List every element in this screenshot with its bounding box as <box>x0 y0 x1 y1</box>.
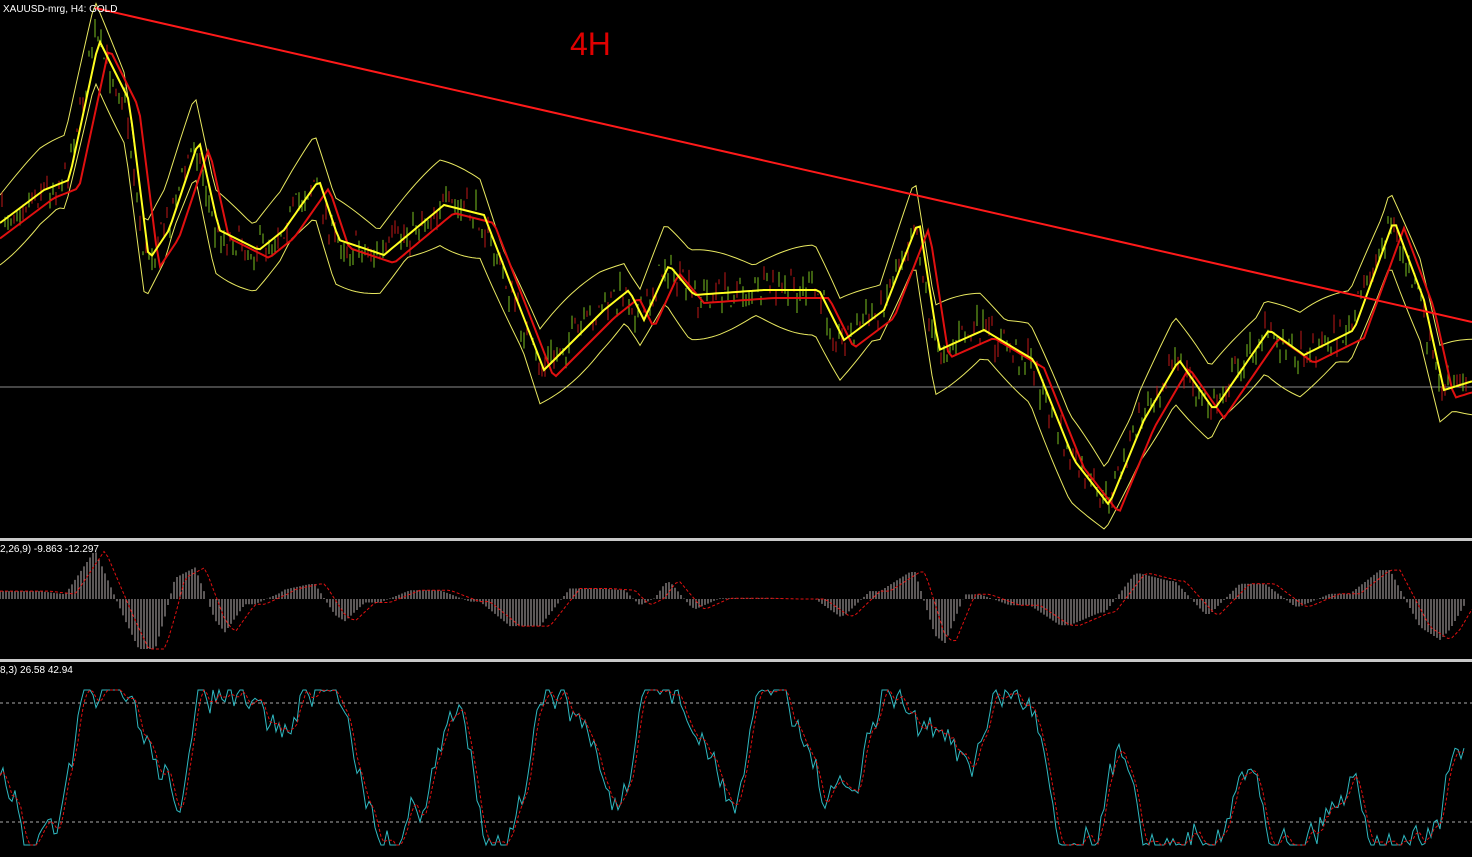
stochastic-label: 8,3) 26.58 42.94 <box>0 665 73 676</box>
timeframe-note: 4H <box>570 26 611 62</box>
macd-histogram <box>0 552 1465 649</box>
stochastic-signal <box>0 689 1464 846</box>
macd-label: 2,26,9) -9.863 -12.297 <box>0 544 99 555</box>
symbol-label: XAUUSD-mrg, H4: GOLD <box>3 4 117 15</box>
panel-separator <box>0 538 1472 541</box>
moving-average-fast <box>0 39 1472 506</box>
stochastic-main <box>0 688 1465 847</box>
macd-signal <box>0 550 1472 650</box>
moving-average-slow <box>0 51 1472 512</box>
panel-separator <box>0 659 1472 662</box>
trend-line <box>94 7 1472 323</box>
bollinger-upper <box>0 2 1472 468</box>
